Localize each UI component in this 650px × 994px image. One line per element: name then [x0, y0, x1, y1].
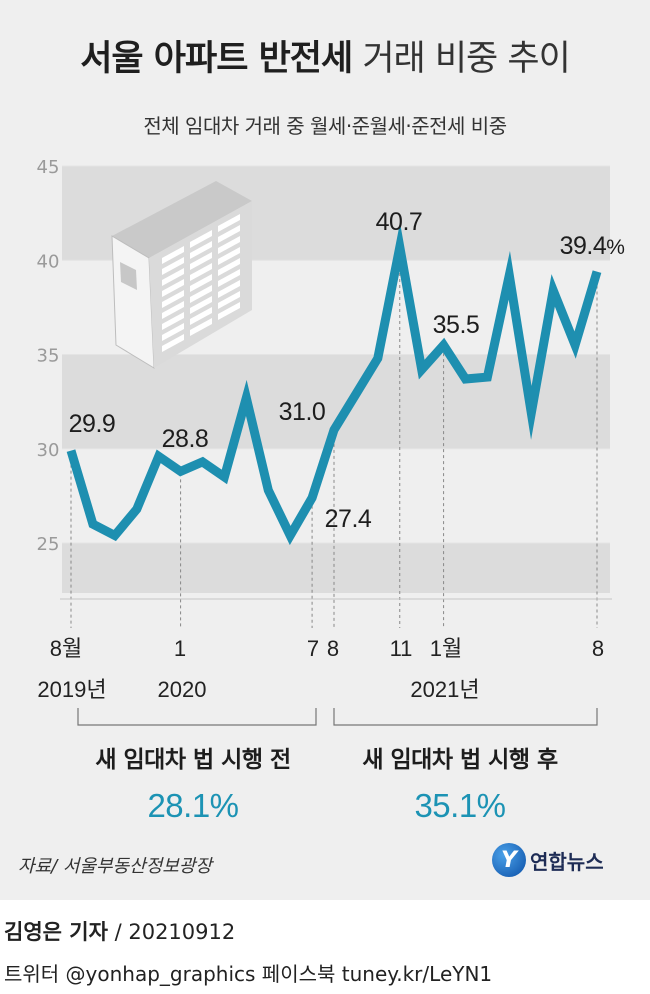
building-window — [190, 241, 212, 259]
building-window — [162, 279, 184, 297]
y-tick-label: 45 — [37, 157, 60, 178]
y-tick-label: 25 — [37, 534, 60, 555]
year-label: 2019년 — [37, 677, 106, 702]
building-window — [190, 318, 212, 336]
building-window — [218, 291, 240, 309]
building-window — [162, 334, 184, 352]
data-label: 27.4 — [325, 505, 372, 533]
source-note: 자료/ 서울부동산정보광장 — [18, 856, 212, 877]
year-label: 2021년 — [410, 677, 479, 702]
building-window — [162, 323, 184, 341]
data-label: 29.9 — [69, 410, 116, 438]
data-label: 40.7 — [376, 208, 423, 236]
apartment-illustration — [111, 181, 252, 369]
grid-band — [62, 543, 610, 593]
x-tick-label: 1 — [174, 636, 186, 661]
logo-name: 연합뉴스 — [530, 849, 604, 874]
y-tick-label: 30 — [37, 440, 60, 461]
building-window — [190, 252, 212, 270]
period-value: 35.1% — [414, 787, 505, 824]
period-value: 28.1% — [147, 787, 238, 824]
publish-date: / 20210912 — [107, 920, 236, 944]
building-window — [162, 268, 184, 286]
y-tick-label: 35 — [37, 346, 60, 367]
year-label: 2020 — [158, 677, 207, 702]
building-window — [162, 246, 184, 264]
building-window — [162, 312, 184, 330]
chart-subtitle: 전체 임대차 거래 중 월세·준월세·준전세 비중 — [143, 114, 507, 138]
x-tick-label: 8월 — [50, 636, 82, 661]
chart-title: 서울 아파트 반전세 거래 비중 추이 — [0, 30, 650, 81]
data-label: 31.0 — [279, 398, 326, 426]
period-bracket — [77, 708, 317, 726]
x-tick-label: 1월 — [430, 636, 462, 661]
x-tick-label: 7 — [307, 636, 319, 661]
data-label-suffix: % — [606, 236, 624, 259]
period-label: 새 임대차 법 시행 전 — [95, 747, 290, 773]
building-window — [218, 214, 240, 232]
data-label: 39.4% — [560, 232, 625, 260]
building-window — [218, 247, 240, 265]
building-window — [162, 257, 184, 275]
byline: 김영은 기자 / 20210912 — [4, 916, 235, 946]
x-tick-label: 8 — [592, 636, 604, 661]
reporter-name: 김영은 기자 — [4, 920, 108, 944]
building-window — [190, 307, 212, 325]
building-window — [190, 296, 212, 314]
building-window — [190, 274, 212, 292]
building-window — [190, 263, 212, 281]
building-window — [162, 301, 184, 319]
building-window — [190, 230, 212, 248]
period-label: 새 임대차 법 시행 후 — [362, 747, 558, 773]
building-window — [218, 225, 240, 243]
line-chart: 25 30 35 40 45 29.9 28.8 27.4 31.0 40.7 35.5 39.4% 8… — [37, 157, 625, 824]
building-roof — [112, 181, 252, 258]
yonhap-logo: Y 연합뉴스 — [492, 843, 604, 877]
x-tick-label: 8 — [327, 636, 339, 661]
building-window — [162, 290, 184, 308]
series-line — [66, 222, 602, 546]
building-window — [218, 280, 240, 298]
building-window — [218, 258, 240, 276]
logo-mark: Y — [492, 843, 526, 877]
building-side-window — [120, 262, 137, 290]
data-label: 28.8 — [162, 425, 209, 453]
building-window — [190, 285, 212, 303]
social-links: 트위터 @yonhap_graphics 페이스북 tuney.kr/LeYN1 — [4, 962, 493, 986]
period-bracket — [333, 708, 598, 726]
title-bold: 서울 아파트 반전세 — [80, 39, 353, 79]
x-tick-label: 11 — [390, 636, 413, 661]
building-window — [218, 302, 240, 320]
data-label: 35.5 — [433, 311, 480, 339]
building-window — [218, 236, 240, 254]
y-tick-label: 40 — [37, 251, 60, 272]
title-light: 거래 비중 추이 — [362, 39, 570, 79]
building-window — [218, 269, 240, 287]
